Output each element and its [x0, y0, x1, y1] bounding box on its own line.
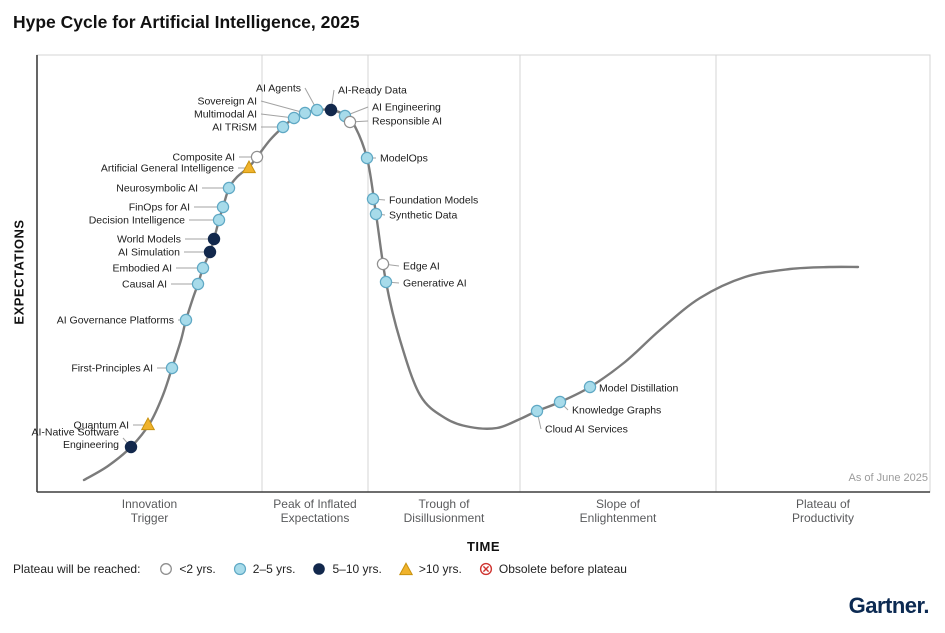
data-point	[366, 192, 380, 206]
legend-item-obsolete: Obsolete before plateau	[479, 562, 627, 576]
point-label: Artificial General Intelligence	[101, 163, 234, 175]
data-point	[583, 380, 597, 394]
leader-line	[260, 100, 306, 114]
point-label: Composite AI	[173, 152, 235, 164]
data-point	[203, 245, 217, 259]
legend-item-5-10yrs: 5–10 yrs.	[312, 562, 382, 576]
legend-item-label: 5–10 yrs.	[332, 562, 382, 576]
legend-item-gt10yrs: >10 yrs.	[398, 562, 462, 576]
phase-label: Peak of Inflated Expectations	[273, 497, 356, 525]
data-point	[140, 416, 156, 431]
2-5yrs-circle-icon	[233, 562, 246, 576]
point-label: Quantum AI	[74, 420, 129, 432]
point-label: Responsible AI	[372, 116, 442, 128]
data-point	[310, 103, 324, 117]
legend-item-lt2yrs: <2 yrs.	[159, 562, 216, 576]
point-label: AI-Native Software Engineering	[31, 426, 119, 451]
5-10yrs-circle-icon	[313, 563, 326, 575]
data-point	[196, 261, 210, 275]
data-point	[360, 151, 374, 165]
legend-item-label: >10 yrs.	[418, 562, 462, 576]
legend-item-label: <2 yrs.	[179, 562, 216, 576]
data-point	[324, 103, 338, 117]
data-point	[343, 115, 357, 129]
gartner-logo: Gartner.	[848, 593, 930, 618]
point-label: FinOps for AI	[129, 202, 190, 214]
data-point	[298, 106, 312, 120]
point-label: Generative AI	[403, 278, 467, 290]
phase-label: Plateau of Productivity	[792, 497, 854, 525]
point-label: First-Principles AI	[71, 363, 153, 375]
data-point	[124, 440, 138, 454]
as-of-note: As of June 2025	[848, 472, 928, 484]
data-point	[165, 361, 179, 375]
point-label: AI Governance Platforms	[57, 315, 174, 327]
legend: Plateau will be reached: <2 yrs. 2–5 yrs…	[13, 562, 627, 576]
data-point	[191, 277, 205, 291]
point-label: AI-Ready Data	[338, 85, 407, 97]
point-label: Embodied AI	[112, 263, 172, 275]
point-label: Synthetic Data	[389, 210, 457, 222]
phase-label: Innovation Trigger	[122, 497, 177, 525]
point-label: World Models	[117, 234, 181, 246]
x-axis-label: TIME	[466, 539, 501, 554]
point-label: AI Agents	[256, 83, 301, 95]
data-point	[212, 213, 226, 227]
point-label: Foundation Models	[389, 195, 478, 207]
point-label: AI TRiSM	[212, 122, 257, 134]
data-point	[369, 207, 383, 221]
point-label: Sovereign AI	[197, 96, 257, 108]
data-point	[207, 232, 221, 246]
point-label: Decision Intelligence	[89, 215, 185, 227]
data-point	[179, 313, 193, 327]
data-point	[287, 111, 301, 125]
legend-item-label: 2–5 yrs.	[252, 562, 296, 576]
point-label: Neurosymbolic AI	[116, 183, 198, 195]
data-point	[222, 181, 236, 195]
data-point	[530, 404, 544, 418]
phase-label: Slope of Enlightenment	[580, 497, 657, 525]
obsolete-crossed-circle-icon	[479, 562, 492, 576]
gt10yrs-triangle-icon	[398, 562, 413, 576]
chart-title: Hype Cycle for Artificial Intelligence, …	[13, 12, 360, 32]
legend-item-2-5yrs: 2–5 yrs.	[233, 562, 296, 576]
legend-title: Plateau will be reached:	[13, 562, 141, 576]
legend-item-label: Obsolete before plateau	[498, 562, 627, 576]
data-point	[379, 275, 393, 289]
data-point	[216, 200, 230, 214]
data-point	[553, 395, 567, 409]
point-label: AI Simulation	[118, 247, 180, 259]
data-point	[376, 257, 390, 271]
point-label: Knowledge Graphs	[572, 405, 661, 417]
phase-label: Trough of Disillusionment	[404, 497, 485, 525]
data-point	[241, 159, 257, 174]
point-label: Model Distillation	[599, 383, 679, 395]
data-point	[250, 150, 264, 164]
point-label: ModelOps	[380, 153, 428, 165]
point-label: Cloud AI Services	[545, 424, 628, 436]
point-label: Causal AI	[122, 279, 167, 291]
data-point	[276, 120, 290, 134]
lt2yrs-circle-icon	[160, 563, 173, 575]
point-label: AI Engineering	[372, 102, 441, 114]
point-label: Multimodal AI	[194, 109, 257, 121]
point-label: Edge AI	[403, 261, 440, 273]
